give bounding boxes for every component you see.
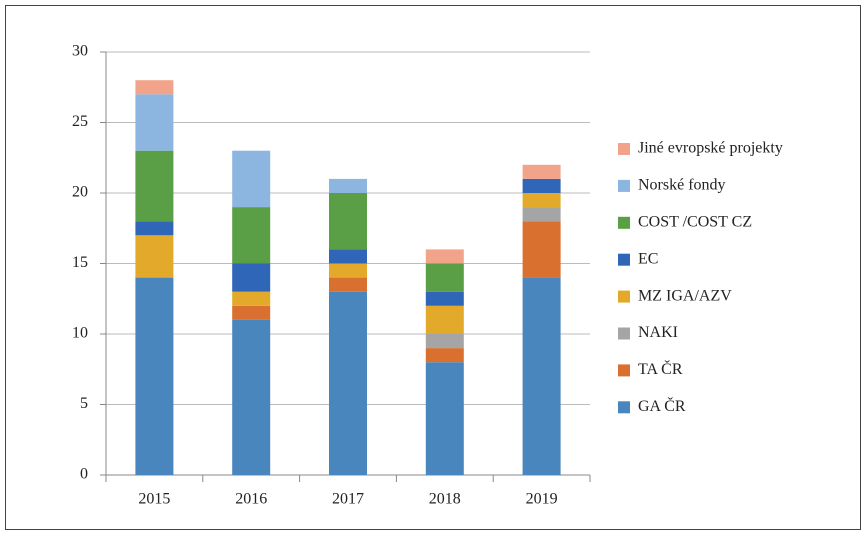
bar-segment (232, 207, 271, 264)
x-tick-label: 2018 (429, 491, 461, 508)
bar-segment (232, 319, 271, 475)
x-tick-label: 2016 (235, 491, 267, 508)
x-tick-label: 2015 (138, 491, 170, 508)
bar-segment (425, 263, 464, 292)
bar-segment (135, 277, 174, 475)
legend-label: MZ IGA/AZV (638, 287, 732, 304)
y-tick-label: 30 (72, 43, 88, 60)
legend-swatch (618, 290, 630, 303)
legend-swatch (618, 143, 630, 155)
legend-label: GA ČR (638, 396, 686, 415)
bar-segment (232, 263, 271, 292)
legend-label: Norské fondy (638, 177, 726, 194)
bar-segment (329, 193, 367, 250)
bar-segment (135, 94, 174, 151)
legend-label: NAKI (638, 324, 678, 341)
bar-segment (522, 193, 561, 208)
bar-segment (522, 221, 561, 278)
bar-segment (135, 150, 174, 222)
bar-segment (232, 291, 271, 306)
bar-segment (425, 334, 464, 349)
bar-segment (522, 164, 561, 179)
bar-segment (522, 277, 561, 475)
bar-segment (232, 150, 271, 208)
x-tick-label: 2017 (332, 491, 364, 508)
bar-segment (425, 291, 464, 306)
legend-label: Jiné evropské projekty (638, 140, 783, 157)
y-tick-label: 5 (80, 395, 88, 412)
bar-segment (135, 221, 174, 236)
y-tick-label: 0 (80, 466, 88, 483)
legend-label: EC (638, 250, 658, 267)
bar-segment (135, 235, 174, 278)
bar-segment (329, 249, 367, 264)
bar-segment (425, 362, 464, 475)
bar-segment (329, 178, 367, 193)
legend-swatch (618, 327, 630, 340)
legend-swatch (618, 216, 630, 229)
y-tick-label: 15 (72, 254, 88, 271)
bar-segment (232, 305, 271, 320)
x-tick-label: 2019 (526, 491, 558, 508)
bar-segment (329, 277, 367, 292)
bar-segment (329, 263, 367, 278)
legend-swatch (618, 401, 630, 414)
bar-segment (425, 249, 464, 264)
bar-segment (329, 291, 367, 475)
bar-segment (425, 305, 464, 334)
y-tick-label: 10 (72, 325, 88, 342)
bar-segment (425, 348, 464, 363)
y-tick-label: 20 (72, 184, 88, 201)
legend-swatch (618, 253, 630, 266)
bar-segment (522, 207, 561, 222)
legend-label: TA ČR (638, 359, 683, 378)
y-tick-label: 25 (72, 113, 88, 130)
legend-label: COST /COST CZ (638, 213, 752, 230)
bar-segment (135, 80, 174, 95)
bar-segment (522, 178, 561, 193)
legend-swatch (618, 179, 630, 192)
legend-swatch (618, 364, 630, 377)
